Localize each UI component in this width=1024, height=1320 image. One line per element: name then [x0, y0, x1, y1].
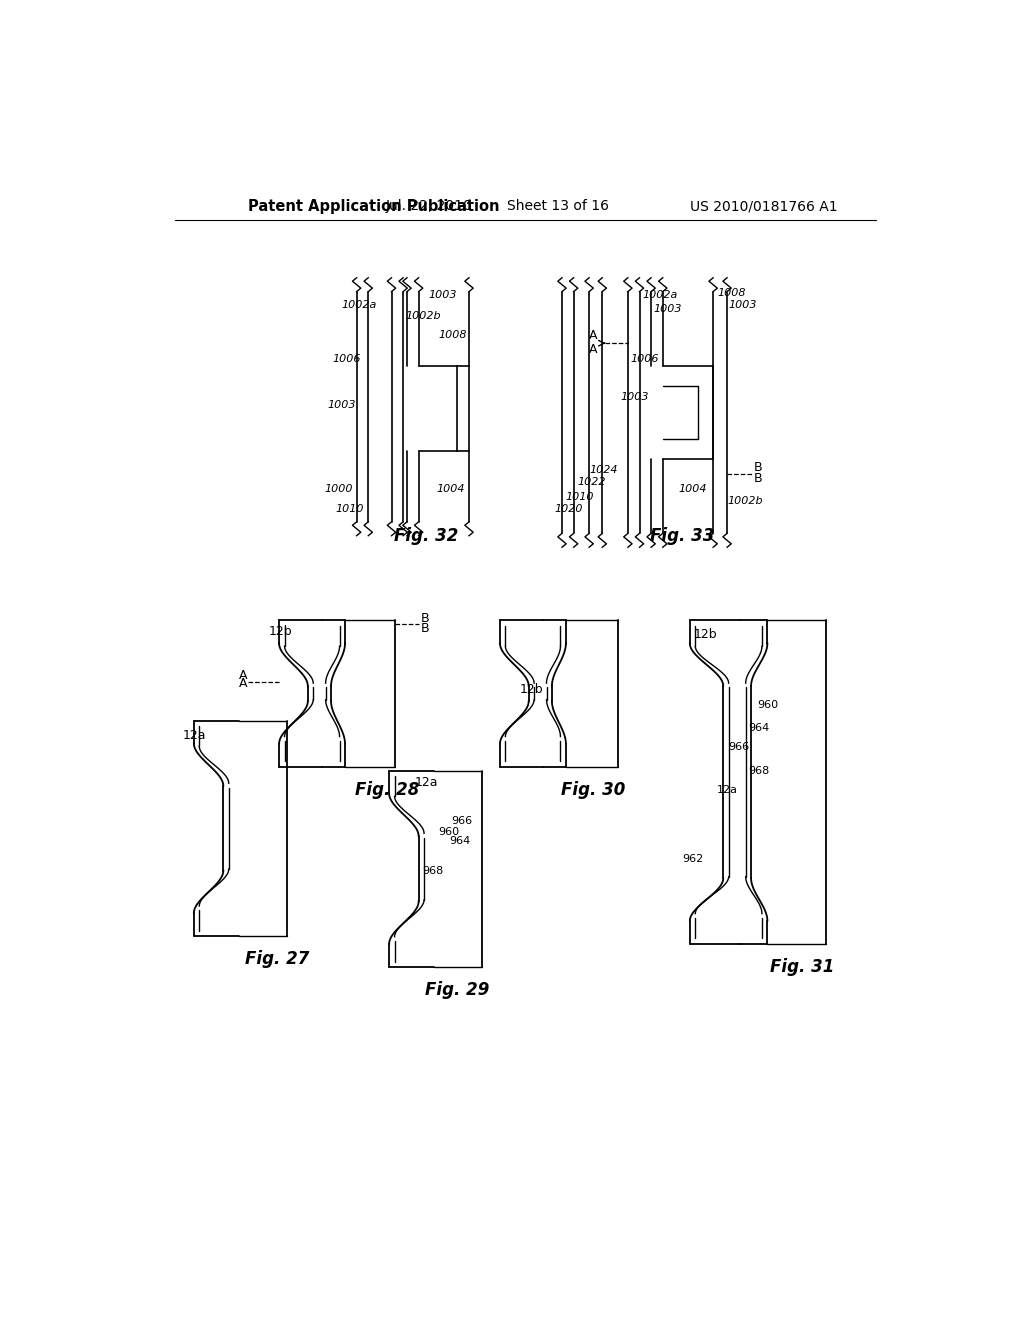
Text: 962: 962 [682, 854, 703, 865]
Text: 1006: 1006 [333, 354, 361, 363]
Text: A: A [239, 669, 247, 682]
Text: 1008: 1008 [717, 288, 745, 298]
Text: Fig. 29: Fig. 29 [425, 981, 489, 999]
Text: 1006: 1006 [630, 354, 658, 363]
Text: 964: 964 [450, 837, 471, 846]
Text: B: B [421, 622, 429, 635]
Text: 12b: 12b [269, 626, 293, 639]
Text: Fig. 28: Fig. 28 [355, 781, 420, 799]
Text: 1004: 1004 [436, 484, 465, 495]
Text: 12b: 12b [519, 684, 543, 696]
Text: A: A [589, 329, 597, 342]
Text: 1003: 1003 [729, 300, 757, 310]
Text: 964: 964 [748, 723, 769, 733]
Text: 1000: 1000 [324, 484, 352, 495]
Text: 1022: 1022 [578, 477, 606, 487]
Text: 1002b: 1002b [727, 496, 763, 506]
Text: B: B [754, 462, 763, 474]
Text: 1002a: 1002a [643, 290, 678, 301]
Text: 1020: 1020 [554, 504, 583, 513]
Text: 12a: 12a [717, 785, 738, 795]
Text: Fig. 27: Fig. 27 [246, 950, 310, 968]
Text: Jul. 22, 2010: Jul. 22, 2010 [385, 199, 472, 213]
Text: US 2010/0181766 A1: US 2010/0181766 A1 [690, 199, 838, 213]
Text: Fig. 30: Fig. 30 [561, 781, 626, 799]
Text: 12a: 12a [415, 776, 438, 788]
Text: 1003: 1003 [429, 290, 457, 301]
Text: Patent Application Publication: Patent Application Publication [248, 198, 500, 214]
Text: A: A [589, 343, 597, 356]
Text: 1024: 1024 [589, 465, 617, 475]
Text: B: B [421, 611, 429, 624]
Text: 968: 968 [748, 766, 769, 776]
Text: Sheet 13 of 16: Sheet 13 of 16 [507, 199, 609, 213]
Text: 966: 966 [452, 816, 472, 825]
Text: Fig. 33: Fig. 33 [650, 527, 715, 545]
Text: 1010: 1010 [336, 504, 365, 513]
Text: 966: 966 [729, 742, 750, 752]
Text: 1002a: 1002a [342, 300, 377, 310]
Text: 1008: 1008 [438, 330, 467, 341]
Text: Fig. 32: Fig. 32 [394, 527, 459, 545]
Text: Fig. 31: Fig. 31 [770, 958, 835, 975]
Text: 1003: 1003 [653, 304, 682, 314]
Text: 1010: 1010 [566, 492, 594, 502]
Text: 12a: 12a [183, 730, 207, 742]
Text: A: A [239, 677, 247, 690]
Text: 12b: 12b [693, 628, 718, 640]
Text: 1003: 1003 [621, 392, 648, 403]
Text: 1003: 1003 [328, 400, 356, 409]
Text: 960: 960 [758, 700, 778, 710]
Text: 1002b: 1002b [406, 312, 441, 321]
Text: 968: 968 [423, 866, 443, 875]
Text: B: B [754, 473, 763, 486]
Text: 960: 960 [438, 828, 459, 837]
Text: 1004: 1004 [678, 484, 707, 495]
